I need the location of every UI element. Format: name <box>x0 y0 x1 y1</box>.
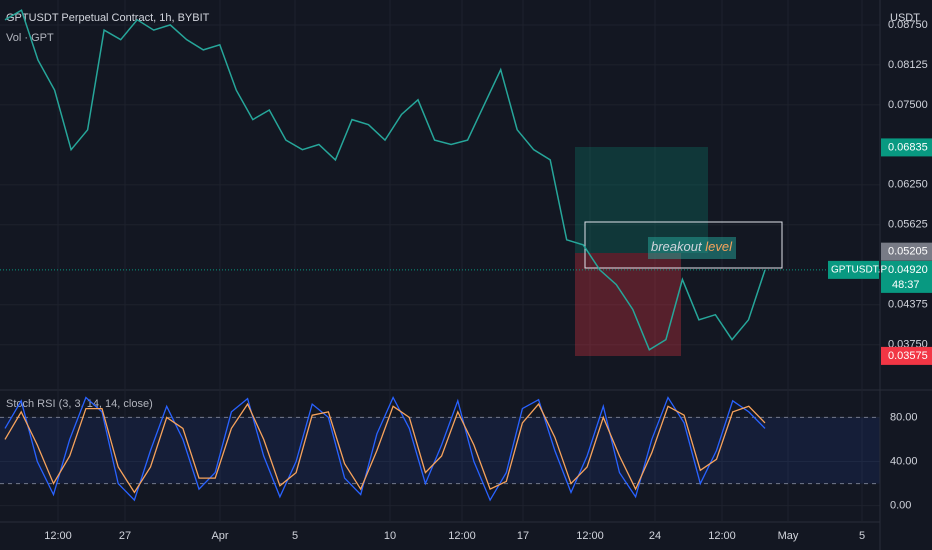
y-tick-label: 0.06250 <box>888 179 928 191</box>
series-line <box>4 396 766 502</box>
y-tick-label: 0.08750 <box>888 19 928 31</box>
y-tick-label: 0.00 <box>890 500 911 512</box>
x-tick-label: 27 <box>119 530 131 542</box>
price-badge <box>881 260 932 293</box>
symbol-badge <box>828 260 879 279</box>
price-badge <box>881 346 932 365</box>
x-tick-label: 12:00 <box>708 530 736 542</box>
x-tick-label: 17 <box>517 530 529 542</box>
series-line <box>4 9 766 351</box>
price-badge-label: 0.06835 <box>888 141 928 153</box>
y-tick-label: 0.07500 <box>888 99 928 111</box>
annotation-bg <box>648 237 736 259</box>
price-badge-label: 0.05205 <box>888 246 928 258</box>
x-tick-label: 10 <box>384 530 396 542</box>
x-tick-label: Apr <box>211 530 228 542</box>
y-tick-label: 0.08125 <box>888 59 928 71</box>
symbol-label: GPTUSDT.P <box>831 265 887 276</box>
y-tick-label: 0.05625 <box>888 219 928 231</box>
indicator-title: Stoch RSI (3, 3, 14, 14, close) <box>6 398 153 410</box>
breakout-box <box>584 221 783 269</box>
annotation-word: level <box>705 239 733 254</box>
price-badge-label: 0.04920 <box>888 264 928 276</box>
annotation-word: breakout <box>651 239 703 254</box>
y-tick-label: 0.04375 <box>888 299 928 311</box>
y-tick-label: 80.00 <box>890 411 918 423</box>
currency: USDT <box>890 12 920 24</box>
price-badge-label: 0.03575 <box>888 350 928 362</box>
y-tick-label: 40.00 <box>890 455 918 467</box>
x-tick-label: 12:00 <box>448 530 476 542</box>
x-tick-label: 12:00 <box>576 530 604 542</box>
countdown: 48:37 <box>892 279 920 291</box>
series-line <box>4 402 766 494</box>
x-tick-label: 12:00 <box>44 530 72 542</box>
chart-title: GPTUSDT Perpetual Contract, 1h, BYBIT <box>6 12 210 24</box>
target-zone <box>575 147 708 253</box>
price-badge <box>881 242 932 261</box>
annotation: breakout level <box>651 239 733 254</box>
x-tick-label: May <box>778 530 799 542</box>
price-badge <box>881 138 932 157</box>
x-tick-label: 24 <box>649 530 661 542</box>
x-tick-label: 5 <box>859 530 865 542</box>
x-tick-label: 5 <box>292 530 298 542</box>
